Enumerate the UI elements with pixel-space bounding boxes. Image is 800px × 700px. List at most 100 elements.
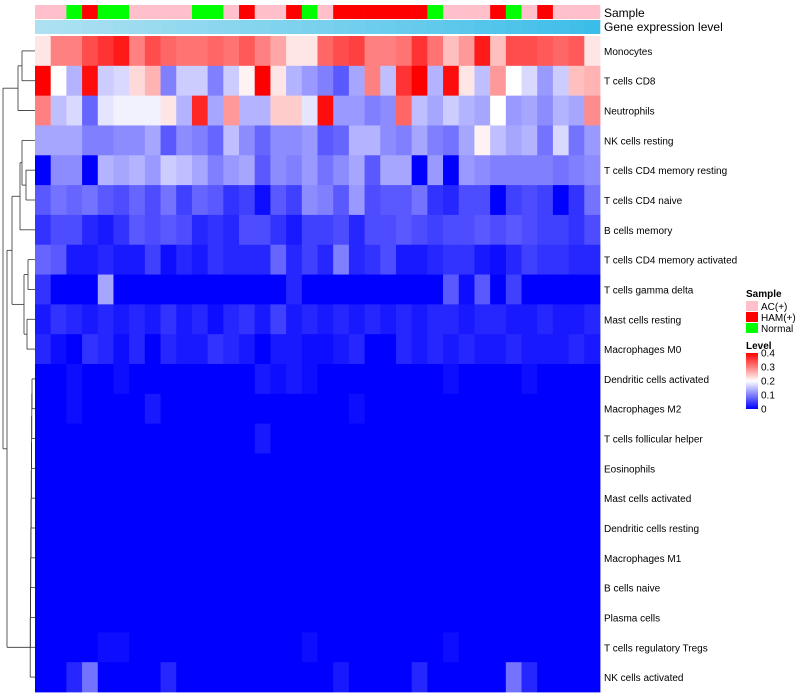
row-label: Monocytes	[604, 47, 652, 58]
heatmap-cell	[160, 95, 177, 126]
heatmap-cell	[176, 364, 193, 395]
heatmap-cell	[254, 393, 271, 425]
heatmap-cell	[584, 274, 601, 305]
heatmap-cell	[50, 572, 67, 603]
heatmap-cell	[207, 513, 224, 544]
heatmap-cell	[254, 364, 271, 395]
heatmap-cell	[301, 393, 318, 425]
heatmap-cell	[113, 542, 130, 574]
heatmap-cell	[443, 125, 460, 156]
heatmap-cell	[333, 572, 350, 603]
heatmap-cell	[458, 453, 475, 484]
expression-annotation-cell	[490, 20, 507, 34]
sample-annotation-cell	[97, 5, 114, 19]
heatmap-cell	[395, 423, 413, 454]
heatmap-cell	[160, 244, 177, 275]
heatmap-cell	[395, 304, 413, 335]
heatmap-cell	[395, 214, 413, 246]
heatmap-cell	[207, 155, 224, 186]
heatmap-cell	[490, 334, 507, 365]
heatmap-cell	[505, 423, 522, 454]
expression-annotation-cell	[191, 20, 208, 34]
heatmap-cell	[207, 483, 224, 514]
heatmap-cell	[568, 95, 585, 126]
heatmap-cell	[348, 602, 365, 633]
heatmap-cell	[82, 304, 99, 335]
heatmap-cell	[66, 274, 83, 305]
heatmap-cell	[66, 95, 83, 126]
heatmap-cell	[474, 304, 491, 335]
heatmap-cell	[380, 95, 397, 126]
heatmap-cell	[129, 334, 146, 365]
heatmap-cell	[317, 572, 334, 603]
sample-annotation-cell	[160, 5, 177, 19]
heatmap-cell	[521, 125, 538, 156]
heatmap-cell	[380, 244, 397, 275]
expression-annotation-cell	[552, 20, 569, 34]
heatmap-cell	[144, 214, 161, 246]
heatmap-cell	[113, 602, 130, 633]
heatmap-cell	[144, 542, 161, 574]
sample-annotation-cell	[301, 5, 318, 19]
expression-annotation-cell	[97, 20, 114, 34]
heatmap-cell	[458, 214, 475, 246]
heatmap-cell	[66, 453, 83, 484]
heatmap-cell	[254, 155, 271, 186]
heatmap-cell	[223, 364, 240, 395]
row-label: Neutrophils	[604, 107, 655, 118]
heatmap-cell	[443, 244, 460, 275]
heatmap-cell	[35, 393, 52, 425]
heatmap-cell	[82, 274, 99, 305]
heatmap-cell	[50, 453, 67, 484]
heatmap-cell	[191, 274, 209, 305]
expression-annotation-cell	[427, 20, 444, 34]
heatmap-cell	[254, 244, 271, 275]
heatmap-cell	[411, 334, 428, 365]
expression-annotation-cell	[458, 20, 475, 34]
heatmap-cell	[239, 125, 256, 156]
sample-annotation-cell	[521, 5, 538, 19]
heatmap-cell	[364, 602, 381, 633]
heatmap-cell	[191, 572, 209, 603]
heatmap-cell	[97, 483, 114, 514]
heatmap-cell	[301, 662, 318, 693]
heatmap-cell	[474, 125, 491, 156]
heatmap-cell	[333, 244, 350, 275]
heatmap-cell	[474, 334, 491, 365]
heatmap-cell	[207, 453, 224, 484]
heatmap-cell	[239, 513, 256, 544]
heatmap-cell	[568, 572, 585, 603]
heatmap-cell	[286, 185, 303, 216]
heatmap-cell	[490, 274, 507, 305]
expression-annotation-cell	[333, 20, 350, 34]
heatmap-cell	[82, 602, 99, 633]
heatmap-cell	[97, 125, 114, 156]
heatmap-cell	[364, 393, 381, 425]
heatmap-cell	[584, 483, 601, 514]
heatmap-cell	[568, 185, 585, 216]
heatmap-cell	[301, 185, 318, 216]
heatmap-cell	[191, 453, 209, 484]
heatmap-cell	[191, 602, 209, 633]
heatmap-cell	[270, 125, 287, 156]
heatmap-cell	[207, 662, 224, 693]
heatmap-cell	[380, 155, 397, 186]
heatmap-cell	[239, 453, 256, 484]
heatmap-cell	[82, 125, 99, 156]
heatmap-cell	[474, 483, 491, 514]
expression-annotation-cell	[223, 20, 240, 34]
heatmap-cell	[333, 483, 350, 514]
heatmap-cell	[239, 214, 256, 246]
heatmap-cell	[35, 483, 52, 514]
heatmap-cell	[521, 542, 538, 574]
heatmap-cell	[348, 214, 365, 246]
heatmap-cell	[270, 632, 287, 663]
heatmap-cell	[191, 513, 209, 544]
heatmap-cell	[35, 453, 52, 484]
heatmap-cell	[317, 334, 334, 365]
heatmap-cell	[207, 65, 224, 97]
heatmap-cell	[35, 95, 52, 126]
heatmap-cell	[552, 423, 570, 454]
heatmap-cell	[82, 95, 99, 126]
heatmap-cell	[176, 304, 193, 335]
